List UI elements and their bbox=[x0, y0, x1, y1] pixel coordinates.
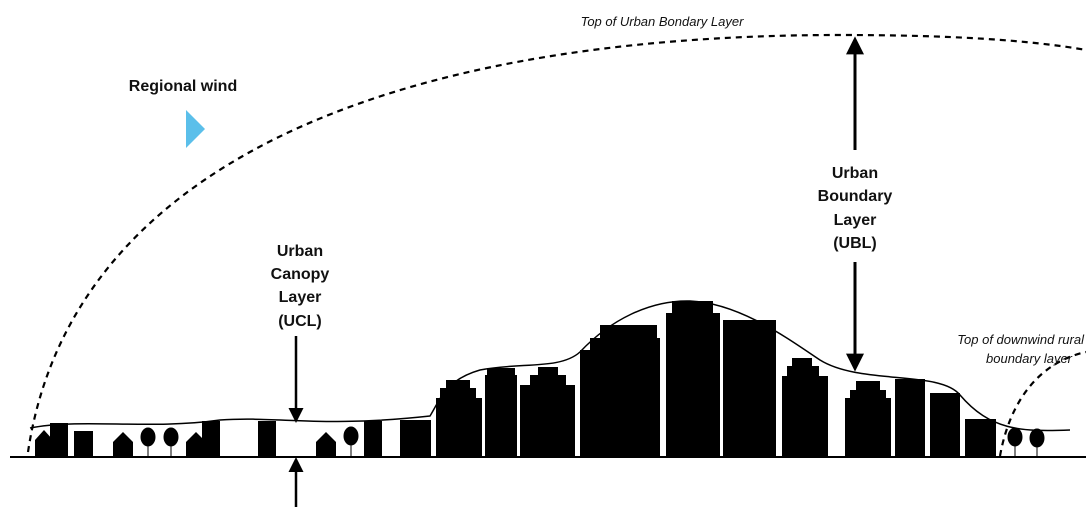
ubl-label: Boundary bbox=[818, 188, 893, 205]
buildings bbox=[35, 301, 996, 457]
ubl-label: Urban bbox=[832, 165, 878, 182]
rural-label: Top of downwind rural bbox=[957, 332, 1085, 347]
ucl-label: (UCL) bbox=[278, 313, 322, 330]
ubl-label: (UBL) bbox=[833, 235, 877, 252]
ucl-label: Urban bbox=[277, 243, 323, 260]
ucl-label: Canopy bbox=[271, 266, 330, 283]
ubl-label: Layer bbox=[834, 212, 877, 229]
wind-arrow bbox=[186, 110, 205, 148]
ucl-label: Layer bbox=[279, 289, 322, 306]
rural-label: boundary layer bbox=[986, 351, 1073, 366]
top-ubl-label: Top of Urban Bondary Layer bbox=[581, 14, 745, 29]
regional-wind-label: Regional wind bbox=[129, 78, 237, 95]
diagram: Top of Urban Bondary Layer Regional wind… bbox=[0, 0, 1086, 507]
